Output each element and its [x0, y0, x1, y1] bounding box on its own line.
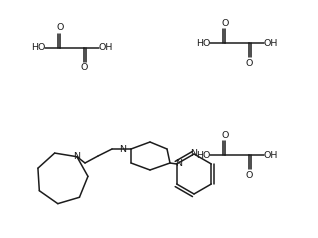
- Text: HO: HO: [31, 44, 45, 53]
- Text: O: O: [221, 130, 229, 139]
- Text: OH: OH: [264, 39, 278, 48]
- Text: O: O: [245, 59, 253, 68]
- Text: O: O: [245, 170, 253, 179]
- Text: N: N: [119, 144, 126, 154]
- Text: O: O: [221, 19, 229, 28]
- Text: O: O: [56, 24, 64, 33]
- Text: N: N: [73, 152, 80, 161]
- Text: OH: OH: [99, 44, 113, 53]
- Text: N: N: [190, 149, 197, 159]
- Text: O: O: [80, 64, 88, 73]
- Text: N: N: [175, 159, 182, 168]
- Text: OH: OH: [264, 150, 278, 159]
- Text: HO: HO: [196, 150, 210, 159]
- Text: HO: HO: [196, 39, 210, 48]
